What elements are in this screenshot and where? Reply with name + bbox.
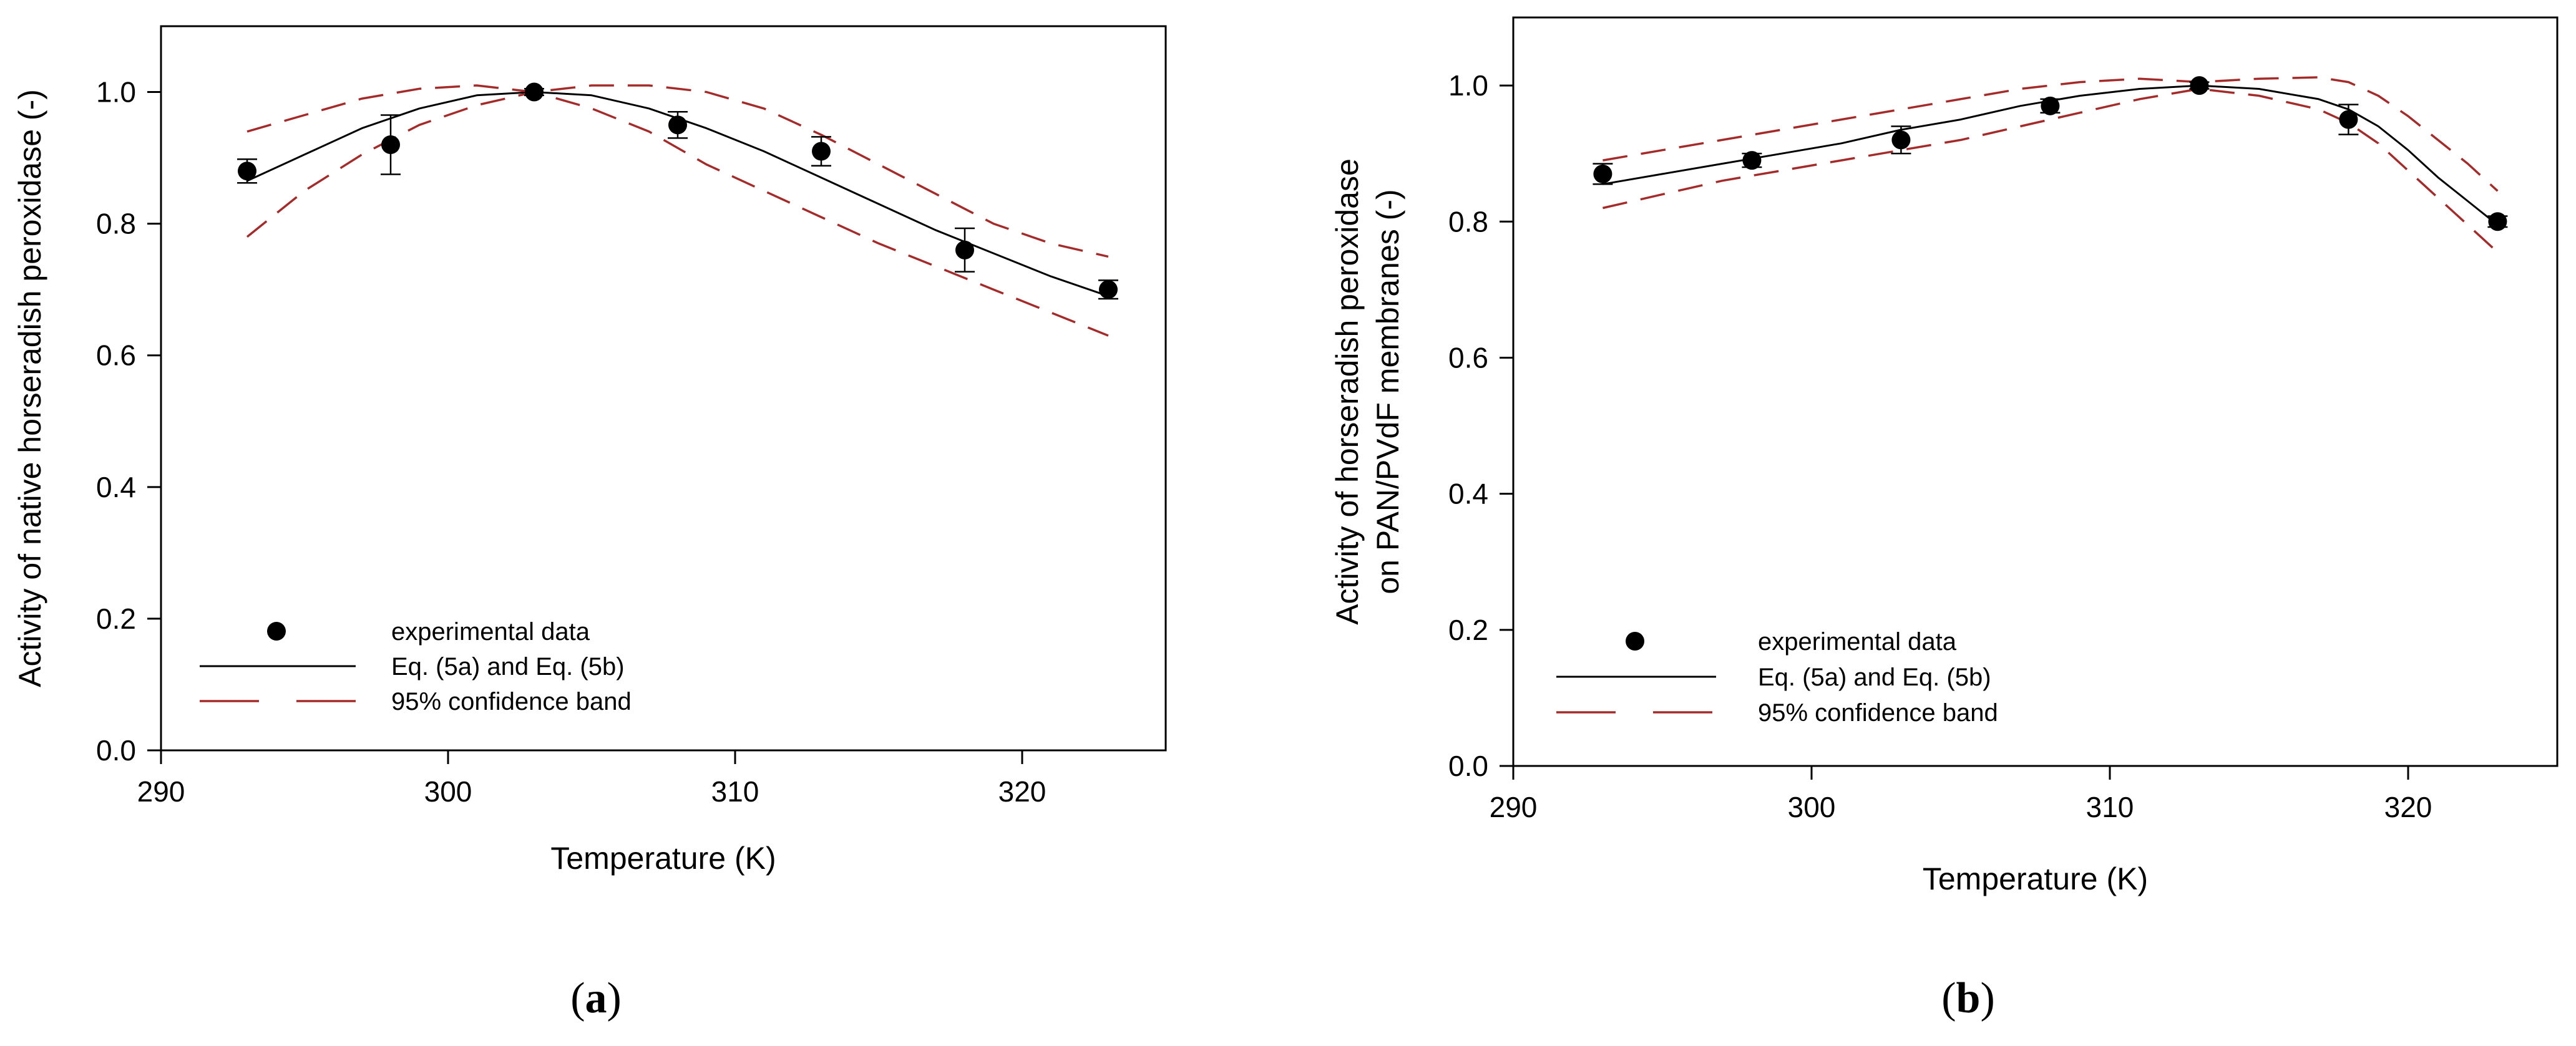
data-point — [2041, 96, 2060, 115]
confidence-band-upper — [246, 84, 1109, 258]
data-point — [1593, 164, 1612, 183]
y-tick-label: 1.0 — [1448, 69, 1488, 102]
x-tick-label: 310 — [711, 775, 759, 808]
data-point — [668, 115, 687, 135]
x-tick-label: 290 — [1490, 791, 1538, 823]
y-axis-label-line-2: on PAN/PVdF membranes (-) — [1370, 189, 1405, 594]
legend-marker-points — [1626, 632, 1644, 651]
legend: experimental data Eq. (5a) and Eq. (5b) 95… — [200, 618, 632, 715]
data-point — [1891, 130, 1911, 150]
panel-label: (b) — [1941, 974, 1995, 1022]
y-tick-label: 0.6 — [96, 339, 136, 372]
data-point — [381, 135, 400, 154]
x-tick-label: 300 — [1788, 791, 1836, 823]
legend-entry-label: Eq. (5a) and Eq. (5b) — [1758, 664, 1991, 691]
plot-frame — [160, 25, 1167, 752]
y-tick-label: 0.2 — [96, 603, 136, 635]
y-tick-label: 0.8 — [96, 208, 136, 240]
fit-curve — [1603, 84, 2499, 226]
y-tick-label: 0.4 — [96, 471, 136, 503]
y-tick-label: 0.2 — [1448, 614, 1488, 646]
chart-panel-a: 290 300 310 320 0.0 0.2 0.4 0.6 0.8 1.0 Temperatur… — [12, 25, 1167, 1022]
data-point — [2190, 76, 2209, 95]
x-axis-label: Temperature (K) — [1923, 861, 2148, 896]
legend-entry-label: 95% confidence band — [391, 688, 632, 715]
legend-entry-label: Eq. (5a) and Eq. (5b) — [391, 653, 625, 680]
confidence-band-upper — [1603, 76, 2499, 192]
x-axis-label: Temperature (K) — [550, 841, 776, 876]
y-axis-label-line-1: Activity of native horseradish peroxidas… — [12, 89, 47, 687]
x-tick-label: 290 — [137, 775, 185, 808]
x-tick-label: 320 — [998, 775, 1046, 808]
plot-frame — [1512, 16, 2559, 767]
y-axis-label-line-1: Activity of horseradish peroxidase — [1330, 158, 1365, 625]
data-point — [525, 82, 544, 102]
x-tick-label: 320 — [2384, 791, 2432, 823]
data-point — [955, 240, 974, 259]
y-tick-label: 0.0 — [1448, 750, 1488, 782]
chart-panel-b: 290 300 310 320 0.0 0.2 0.4 0.6 0.8 1.0 Temperatur… — [1330, 16, 2559, 1022]
y-tick-label: 0.4 — [1448, 478, 1488, 510]
confidence-band-lower — [1603, 87, 2499, 253]
legend-entry-label: 95% confidence band — [1758, 699, 1998, 727]
x-tick-label: 310 — [2086, 791, 2134, 823]
data-point — [1742, 151, 1762, 170]
x-tick-label: 300 — [424, 775, 472, 808]
y-tick-label: 0.8 — [1448, 205, 1488, 238]
legend-marker-points — [267, 622, 286, 641]
legend: experimental data Eq. (5a) and Eq. (5b) 95… — [1556, 628, 1998, 727]
data-point — [812, 142, 831, 161]
legend-entry-label: experimental data — [1758, 628, 1957, 656]
legend-entry-label: experimental data — [391, 618, 590, 646]
panel-label: (a) — [570, 974, 622, 1022]
data-point — [1099, 280, 1118, 299]
data-point — [2339, 110, 2358, 129]
y-tick-label: 1.0 — [96, 76, 136, 109]
y-tick-label: 0.0 — [96, 734, 136, 767]
y-tick-label: 0.6 — [1448, 341, 1488, 374]
data-point — [2488, 212, 2507, 231]
data-point — [238, 162, 256, 181]
